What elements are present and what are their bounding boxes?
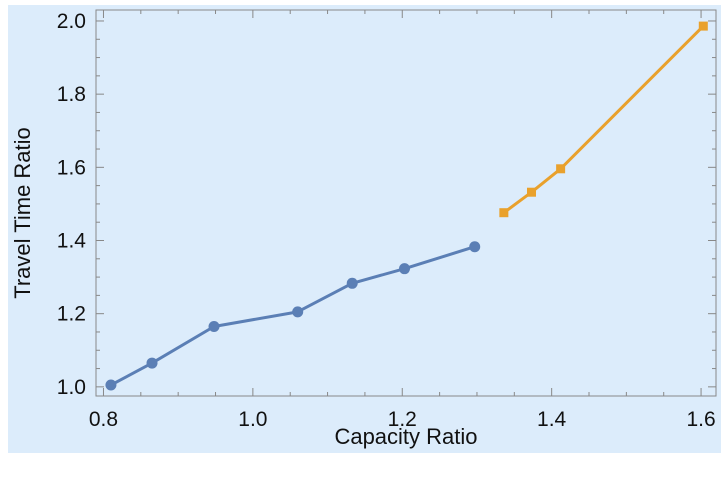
- series-2-point: [556, 164, 566, 174]
- x-axis-label: Capacity Ratio: [334, 424, 477, 449]
- chart-background: [8, 5, 721, 453]
- y-tick-label: 1.2: [57, 303, 86, 326]
- x-tick-label: 1.4: [537, 408, 567, 431]
- x-tick-label: 1.2: [388, 408, 417, 431]
- series-1: [105, 241, 481, 391]
- series-1-point: [146, 357, 158, 369]
- y-tick-label: 1.8: [57, 83, 86, 106]
- series-2-line: [502, 24, 705, 215]
- series-2-point: [526, 187, 536, 197]
- series-2: [499, 21, 708, 218]
- series-1-point: [399, 263, 411, 275]
- series-1-point: [105, 379, 117, 391]
- y-tick-label: 1.6: [57, 156, 86, 179]
- y-tick-label: 2.0: [57, 10, 86, 33]
- y-tick-label: 1.4: [57, 230, 87, 253]
- series-1-point: [346, 277, 358, 289]
- x-tick-label: 0.8: [89, 408, 118, 431]
- y-axis-label: Travel Time Ratio: [10, 127, 35, 299]
- axis-ticks: 0.8 1.0 1.2 1.4 1.61.01.21.41.61.82.0: [57, 10, 716, 431]
- x-tick-label: 1.0: [238, 408, 267, 431]
- series-1-point: [469, 241, 481, 253]
- data-series: [105, 21, 708, 391]
- series-2-point: [499, 208, 509, 218]
- plot-frame: [95, 9, 717, 397]
- series-1-point: [292, 306, 304, 318]
- series-2-point: [698, 21, 708, 31]
- y-tick-label: 1.0: [57, 376, 86, 399]
- x-tick-label: 1.6: [686, 408, 715, 431]
- series-1-point: [208, 320, 220, 332]
